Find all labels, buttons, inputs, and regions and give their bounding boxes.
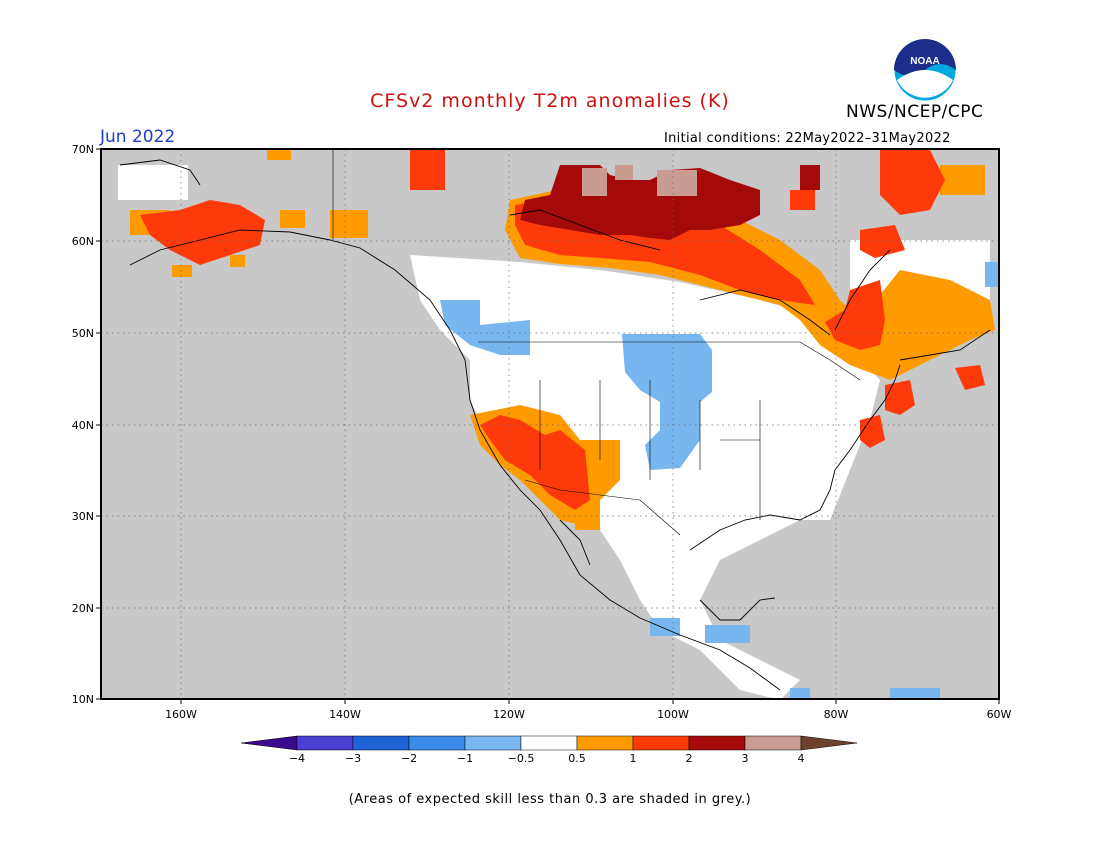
map-frame [100, 148, 1000, 700]
colorbar-swatch [632, 735, 690, 751]
colorbar-tick-label: 3 [741, 752, 749, 765]
colorbar-tick-label: −4 [288, 752, 306, 765]
lat-label-70n: 70N [71, 143, 94, 156]
colorbar-tick-label: −1 [456, 752, 474, 765]
forecast-month: Jun 2022 [100, 127, 176, 147]
lon-label-80w: 80W [823, 708, 849, 721]
lon-label-140w: 140W [329, 708, 361, 721]
organization-label: NWS/NCEP/CPC [846, 102, 984, 122]
borders [332, 150, 861, 536]
colorbar-swatch [576, 735, 634, 751]
lat-label-60n: 60N [71, 235, 94, 248]
colorbar-tick-label: 2 [685, 752, 693, 765]
colorbar-swatch [520, 735, 578, 751]
lat-label-50n: 50N [71, 327, 94, 340]
colorbar-tick-label: −3 [344, 752, 362, 765]
lon-label-160w: 160W [165, 708, 197, 721]
initial-conditions: Initial conditions: 22May2022–31May2022 [664, 131, 951, 146]
colorbar-left-arrow [240, 735, 298, 751]
colorbar-tick-label: −2 [400, 752, 418, 765]
below-normal-areas [440, 262, 999, 699]
strong-warm-anomaly-areas [520, 165, 820, 240]
colorbar-swatch [464, 735, 522, 751]
colorbar-swatch [352, 735, 410, 751]
footnote: (Areas of expected skill less than 0.3 a… [348, 792, 752, 807]
lon-label-120w: 120W [493, 708, 525, 721]
colorbar-tick-label: 0.5 [568, 752, 586, 765]
lat-label-20n: 20N [71, 602, 94, 615]
lon-label-60w: 60W [986, 708, 1012, 721]
graticule [101, 149, 999, 699]
colorbar-swatch [744, 735, 802, 751]
colorbar-swatch [296, 735, 354, 751]
extreme-warm-anomaly-areas [582, 165, 697, 196]
coastlines [119, 159, 991, 691]
axis-ticks [96, 148, 1000, 704]
lat-label-30n: 30N [71, 510, 94, 523]
colorbar-tick-label: 1 [629, 752, 637, 765]
colorbar-tick-label: −0.5 [507, 752, 535, 765]
lat-label-10n: 10N [71, 693, 94, 706]
colorbar-tick-label: 4 [797, 752, 805, 765]
colorbar-right-arrow [800, 735, 858, 751]
map-title: CFSv2 monthly T2m anomalies (K) [370, 90, 730, 112]
lon-label-100w: 100W [657, 708, 689, 721]
colorbar-swatch [688, 735, 746, 751]
lat-label-40n: 40N [71, 419, 94, 432]
colorbar-swatch [408, 735, 466, 751]
